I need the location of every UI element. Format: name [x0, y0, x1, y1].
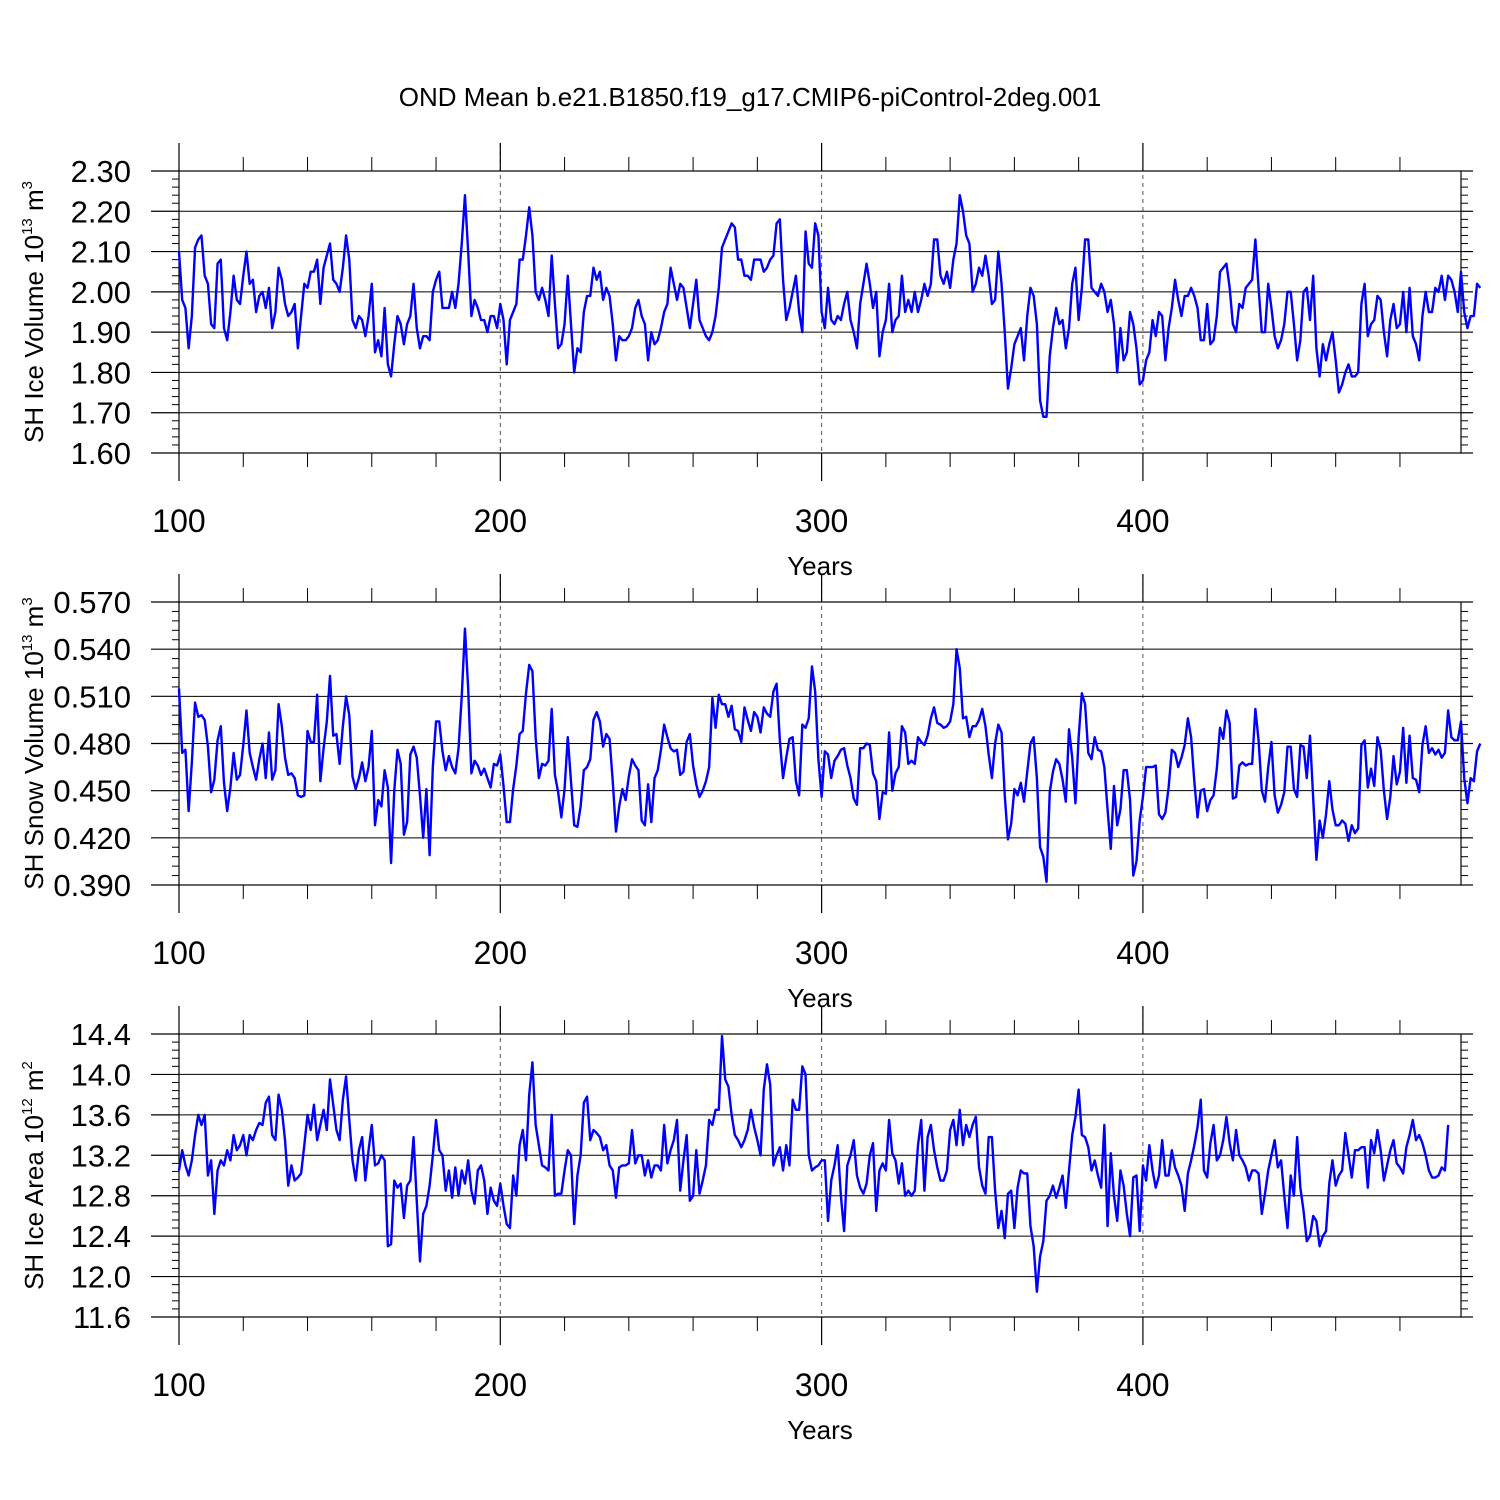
x-tick-label: 300 — [795, 935, 848, 971]
y-tick-label: 1.90 — [71, 315, 131, 350]
y-tick-label: 0.570 — [53, 585, 131, 620]
series-line-ice-volume — [177, 193, 1482, 418]
series-line-snow-volume — [177, 627, 1482, 884]
y-tick-label: 12.4 — [71, 1219, 131, 1254]
y-axis-title-unit-exponent: 2 — [19, 1061, 36, 1069]
y-tick-label: 2.30 — [71, 154, 131, 189]
plot-frame — [178, 1033, 1462, 1318]
plot-frame — [178, 170, 1462, 454]
panel-ice-volume: 1.60 1.70 1.80 1.90 2.00 2.10 2.20 2.30 100 200 30… — [19, 143, 1482, 581]
y-tick-label: 0.450 — [53, 774, 131, 809]
y-axis-title-exponent: 13 — [19, 218, 36, 235]
chart-title: OND Mean b.e21.B1850.f19_g17.CMIP6-piCon… — [399, 82, 1101, 112]
x-tick-label: 400 — [1116, 935, 1169, 971]
y-tick-label: 1.70 — [71, 396, 131, 431]
x-axis-title: Years — [787, 983, 853, 1013]
y-tick-label: 2.20 — [71, 194, 131, 229]
x-tick-label: 200 — [474, 503, 527, 539]
y-tick-label: 2.10 — [71, 235, 131, 270]
y-tick-label: 14.4 — [71, 1017, 131, 1052]
series-line-ice-area — [177, 1034, 1450, 1293]
y-axis-title-exponent: 13 — [19, 635, 36, 652]
x-tick-label: 200 — [474, 1367, 527, 1403]
y-tick-label: 0.390 — [53, 868, 131, 903]
y-tick-label: 14.0 — [71, 1057, 131, 1092]
y-axis-title-unit: m — [19, 606, 49, 635]
y-tick-label: 0.540 — [53, 632, 131, 667]
y-tick-label: 12.0 — [71, 1260, 131, 1295]
x-tick-label: 400 — [1116, 1367, 1169, 1403]
x-tick-label: 100 — [152, 935, 205, 971]
y-axis-title-main: SH Ice Area 10 — [19, 1115, 49, 1290]
y-axis-title-main: SH Snow Volume 10 — [19, 651, 49, 889]
y-tick-label: 2.00 — [71, 275, 131, 310]
panel-ice-area: 11.6 12.0 12.4 12.8 13.2 13.6 14.0 14.4 100 200 30… — [19, 1006, 1473, 1445]
y-tick-label: 13.2 — [71, 1138, 131, 1173]
y-axis-title-exponent: 12 — [19, 1098, 36, 1115]
y-tick-label: 0.420 — [53, 821, 131, 856]
y-axis-title-unit-exponent: 3 — [19, 597, 36, 605]
y-axis-title: SH Ice Volume 1013 m3 — [19, 181, 49, 443]
y-axis-title-unit: m — [19, 189, 49, 218]
x-tick-label: 100 — [152, 503, 205, 539]
panel-snow-volume: 0.390 0.420 0.450 0.480 0.510 0.540 0.570 100 20… — [19, 574, 1482, 1013]
x-axis-title: Years — [787, 551, 853, 581]
y-tick-label: 12.8 — [71, 1179, 131, 1214]
y-tick-label: 13.6 — [71, 1098, 131, 1133]
x-tick-label: 200 — [474, 935, 527, 971]
y-axis-title-unit: m — [19, 1069, 49, 1098]
y-tick-label: 0.480 — [53, 727, 131, 762]
y-tick-label: 11.6 — [73, 1300, 131, 1335]
x-axis-title: Years — [787, 1415, 853, 1445]
y-tick-label: 0.510 — [53, 679, 131, 714]
x-tick-label: 100 — [152, 1367, 205, 1403]
x-tick-label: 300 — [795, 1367, 848, 1403]
x-tick-label: 300 — [795, 503, 848, 539]
y-tick-label: 1.60 — [71, 436, 131, 471]
y-axis-title: SH Ice Area 1012 m2 — [19, 1061, 49, 1290]
y-axis-title-main: SH Ice Volume 10 — [19, 235, 49, 443]
y-tick-label: 1.80 — [71, 355, 131, 390]
x-tick-label: 400 — [1116, 503, 1169, 539]
y-axis-title: SH Snow Volume 1013 m3 — [19, 597, 49, 889]
y-axis-title-unit-exponent: 3 — [19, 181, 36, 189]
